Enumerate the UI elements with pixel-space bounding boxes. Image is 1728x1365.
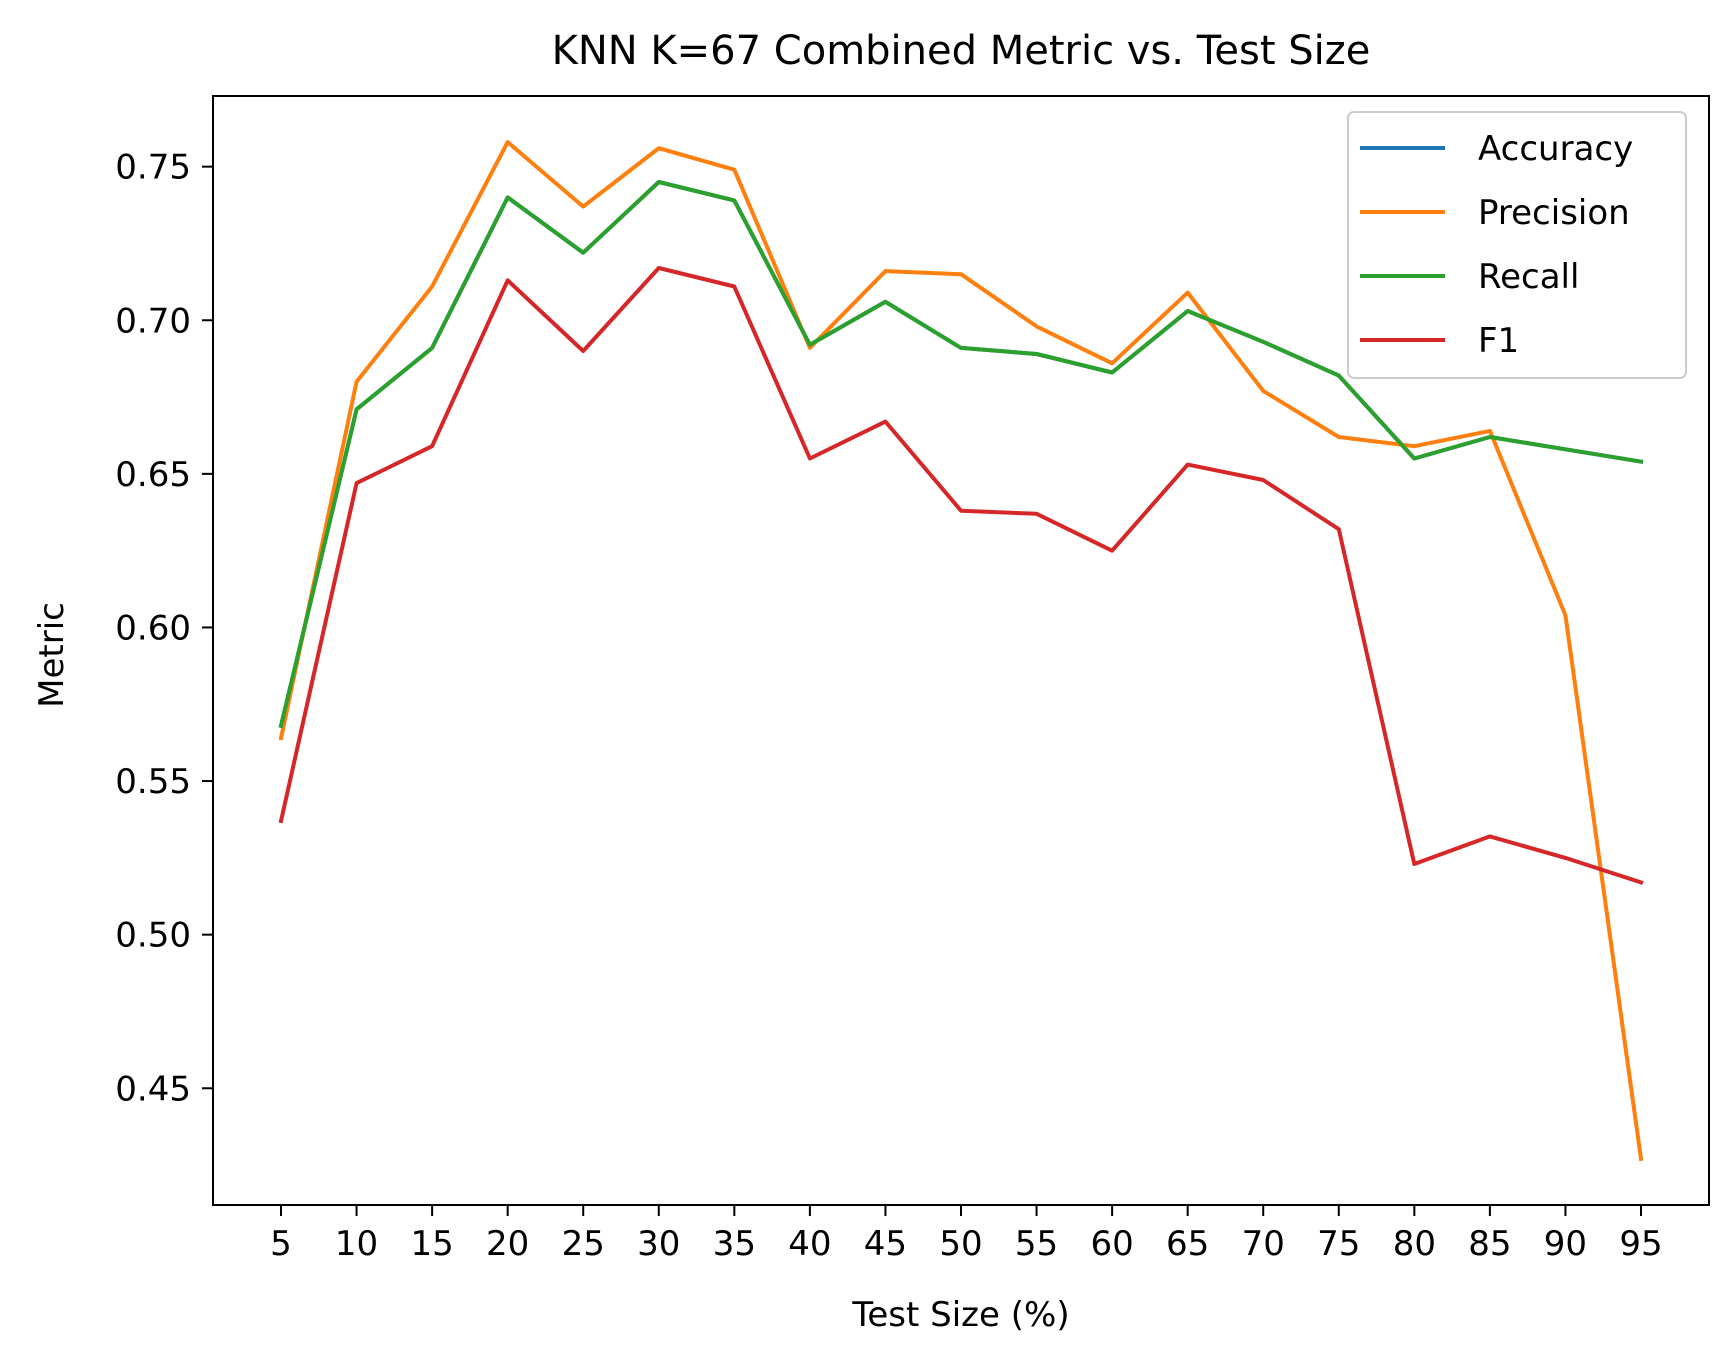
y-axis-ticks: 0.45 0.50 0.55 0.60 0.65 0.70 0.75 [115,148,213,1109]
x-axis-label: Test Size (%) [851,1295,1069,1335]
y-axis-label: Metric [32,602,72,708]
x-tick-label: 75 [1317,1224,1360,1264]
series-line-recall [278,180,1644,729]
y-tick-label: 0.75 [115,148,191,188]
y-tick-label: 0.65 [115,455,191,495]
x-tick-label: 80 [1393,1224,1436,1264]
x-tick-label: 95 [1619,1224,1662,1264]
legend-label-recall: Recall [1478,257,1579,297]
series-line-precision [278,140,1644,1162]
plot-frame [212,95,1710,1206]
x-tick-label: 10 [335,1224,378,1264]
series-line-f1 [278,266,1644,885]
x-axis-ticks: 5 10 15 20 25 30 35 40 45 50 55 60 65 70 75 80 85 90 95 [270,1205,1663,1264]
x-tick-label: 5 [270,1224,292,1264]
y-tick-label: 0.45 [115,1069,191,1109]
x-tick-label: 30 [637,1224,680,1264]
x-tick-label: 20 [486,1224,529,1264]
y-tick-label: 0.55 [115,762,191,802]
x-tick-label: 65 [1166,1224,1209,1264]
legend-label-accuracy: Accuracy [1478,129,1633,169]
legend-box [1347,111,1687,379]
chart-title: KNN K=67 Combined Metric vs. Test Size [552,28,1371,74]
legend-label-precision: Precision [1478,193,1630,233]
x-tick-label: 85 [1468,1224,1511,1264]
x-tick-label: 60 [1090,1224,1133,1264]
x-tick-label: 55 [1015,1224,1058,1264]
x-tick-label: 90 [1544,1224,1587,1264]
y-tick-label: 0.50 [115,916,191,956]
x-tick-label: 40 [788,1224,831,1264]
y-tick-label: 0.60 [115,608,191,648]
legend-label-f1: F1 [1478,321,1519,361]
x-tick-label: 35 [713,1224,756,1264]
x-tick-label: 45 [864,1224,907,1264]
x-tick-label: 50 [939,1224,982,1264]
y-tick-label: 0.70 [115,301,191,341]
x-tick-label: 15 [410,1224,453,1264]
x-tick-label: 70 [1242,1224,1285,1264]
series-lines [278,140,1644,1162]
x-tick-label: 25 [562,1224,605,1264]
legend: Accuracy Precision Recall F1 [1347,111,1687,379]
